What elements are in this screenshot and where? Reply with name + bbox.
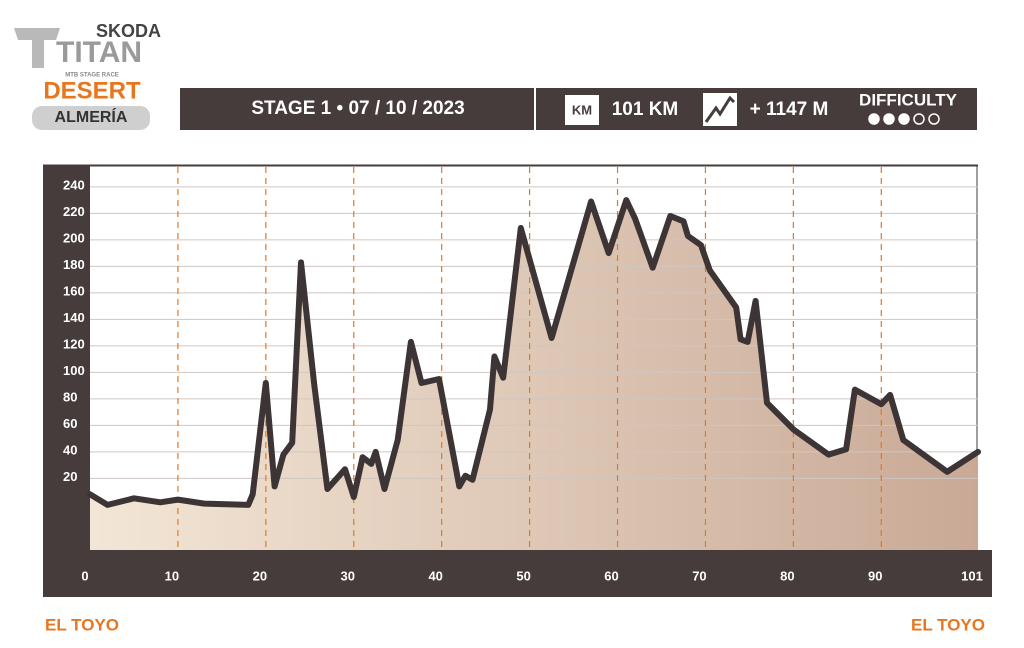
x-tick-label: 10 bbox=[165, 568, 179, 583]
difficulty-dot bbox=[883, 113, 895, 125]
y-tick-label: 40 bbox=[63, 442, 77, 457]
region: ALMERÍA bbox=[55, 107, 128, 126]
km-icon bbox=[565, 95, 599, 125]
y-axis-band bbox=[43, 165, 90, 597]
y-tick-label: 60 bbox=[63, 416, 77, 431]
y-tick-label: 180 bbox=[63, 257, 85, 272]
x-tick-label: 60 bbox=[604, 568, 618, 583]
stage: STAGE 1 • 07 / 10 / 2023 bbox=[251, 98, 464, 119]
elevation-gain: + 1147 M bbox=[750, 99, 829, 120]
region-badge bbox=[32, 106, 150, 130]
start-label: EL TOYO bbox=[45, 615, 119, 634]
y-tick-label: 140 bbox=[63, 310, 85, 325]
difficulty-dot bbox=[868, 113, 880, 125]
km-icon-text: KM bbox=[572, 102, 592, 117]
x-tick-label: 90 bbox=[868, 568, 882, 583]
x-tick-label: 50 bbox=[516, 568, 530, 583]
x-tick-label: 80 bbox=[780, 568, 794, 583]
logo-shape bbox=[14, 28, 60, 68]
difficulty-dot bbox=[898, 113, 910, 125]
y-tick-label: 120 bbox=[63, 336, 85, 351]
y-tick-label: 220 bbox=[63, 204, 85, 219]
y-tick-label: 240 bbox=[63, 177, 85, 192]
x-tick-label: 70 bbox=[692, 568, 706, 583]
difficulty-label: DIFFICULTY bbox=[859, 90, 958, 109]
elev-icon-line bbox=[704, 95, 736, 123]
difficulty-dot bbox=[928, 113, 940, 125]
x-axis-band bbox=[43, 550, 992, 597]
distance: 101 KM bbox=[612, 99, 679, 120]
y-tick-label: 20 bbox=[63, 469, 77, 484]
x-tick-label: 101 bbox=[961, 568, 983, 583]
x-tick-label: 0 bbox=[81, 568, 88, 583]
y-tick-label: 100 bbox=[63, 363, 85, 378]
end-label: EL TOYO bbox=[911, 615, 985, 634]
tagline: MTB STAGE RACE bbox=[65, 73, 119, 79]
elevation-line bbox=[87, 197, 981, 508]
x-tick-label: 30 bbox=[341, 568, 355, 583]
difficulty-dot bbox=[913, 113, 925, 125]
logo-text: TITAN bbox=[56, 36, 142, 69]
y-tick-label: 160 bbox=[63, 283, 85, 298]
x-tick-label: 40 bbox=[428, 568, 442, 583]
x-tick-label: 20 bbox=[253, 568, 267, 583]
event: DESERT bbox=[43, 77, 141, 104]
brand: SKODA bbox=[96, 21, 161, 41]
y-tick-label: 200 bbox=[63, 230, 85, 245]
y-tick-label: 80 bbox=[63, 389, 77, 404]
area bbox=[90, 200, 978, 550]
